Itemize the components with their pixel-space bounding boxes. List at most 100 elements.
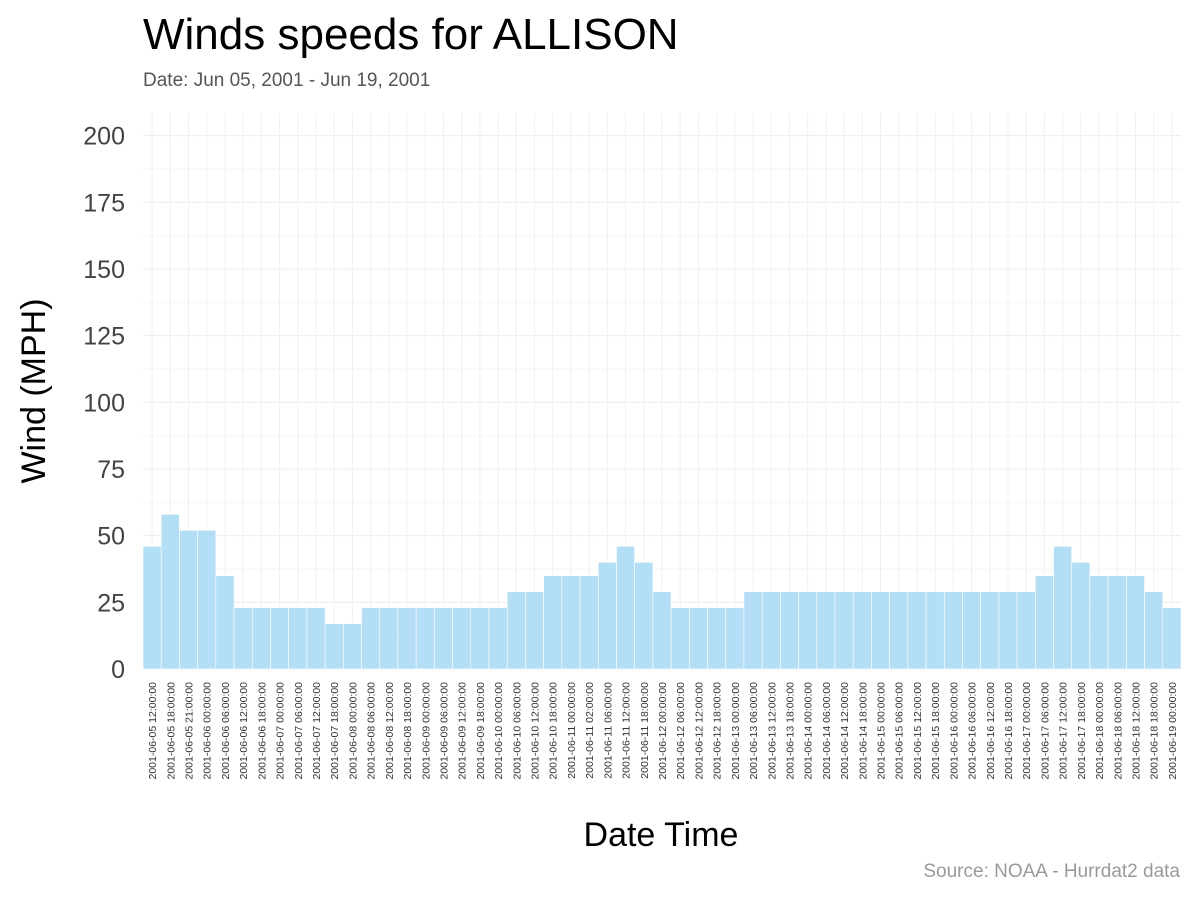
x-tick-label: 2001-06-07 18:00:00 xyxy=(329,682,341,780)
bar xyxy=(525,591,544,670)
bar xyxy=(1144,591,1164,670)
x-tick-label: 2001-06-12 18:00:00 xyxy=(712,682,724,780)
bar-layer xyxy=(142,514,1182,670)
x-tick-label: 2001-06-12 06:00:00 xyxy=(675,682,687,780)
bar xyxy=(798,591,818,670)
x-tick-label: 2001-06-10 00:00:00 xyxy=(493,682,505,780)
bar xyxy=(925,591,945,670)
x-tick-label: 2001-06-11 06:00:00 xyxy=(602,682,614,779)
bar xyxy=(743,591,763,670)
bar xyxy=(980,591,1000,670)
bar xyxy=(597,562,617,670)
x-tick-label: 2001-06-16 18:00:00 xyxy=(1003,682,1015,780)
bar xyxy=(725,607,745,670)
bar xyxy=(1107,575,1127,670)
x-tick-label: 2001-06-09 00:00:00 xyxy=(420,682,432,780)
x-tick-label: 2001-06-09 18:00:00 xyxy=(475,682,487,780)
x-tick-label: 2001-06-17 06:00:00 xyxy=(1039,682,1051,780)
chart-subtitle: Date: Jun 05, 2001 - Jun 19, 2001 xyxy=(143,70,431,91)
x-axis-title: Date Time xyxy=(584,816,739,854)
y-tick-label: 75 xyxy=(97,456,125,484)
y-tick-label: 50 xyxy=(97,523,125,551)
x-tick-label: 2001-06-15 18:00:00 xyxy=(930,682,942,780)
x-tick-label: 2001-06-09 06:00:00 xyxy=(438,682,450,780)
x-tick-label: 2001-06-14 00:00:00 xyxy=(803,682,815,780)
bar xyxy=(434,607,453,670)
bar xyxy=(1089,575,1109,670)
x-tick-label: 2001-06-07 00:00:00 xyxy=(275,682,287,780)
y-tick-label: 100 xyxy=(83,389,125,417)
y-tick-label: 175 xyxy=(83,189,125,217)
x-tick-label: 2001-06-07 12:00:00 xyxy=(311,682,323,780)
x-tick-label: 2001-06-12 12:00:00 xyxy=(693,682,705,780)
bar xyxy=(251,607,271,670)
y-tick-label: 0 xyxy=(111,656,125,684)
x-tick-label: 2001-06-10 18:00:00 xyxy=(548,682,560,780)
bar xyxy=(579,575,599,670)
x-tick-label: 2001-06-05 12:00:00 xyxy=(147,682,159,780)
bar xyxy=(634,562,654,670)
bar xyxy=(506,591,526,670)
bar xyxy=(652,591,672,670)
bar xyxy=(288,607,308,670)
x-tick-label: 2001-06-09 12:00:00 xyxy=(457,682,469,780)
bar xyxy=(233,607,253,670)
bar xyxy=(816,591,836,670)
bar xyxy=(707,607,727,670)
x-tick-label: 2001-06-10 06:00:00 xyxy=(511,682,523,780)
bar xyxy=(343,623,362,670)
x-tick-label: 2001-06-05 21:00:00 xyxy=(184,682,196,780)
x-tick-label: 2001-06-08 00:00:00 xyxy=(347,682,359,780)
bar xyxy=(270,607,289,670)
bar xyxy=(907,591,927,670)
bar xyxy=(998,591,1018,670)
x-tick-label: 2001-06-16 00:00:00 xyxy=(948,682,960,780)
bar xyxy=(488,607,508,670)
y-axis-ticks: 0 25 50 75 100 125 150 175 200 xyxy=(83,123,125,684)
bar xyxy=(179,530,198,670)
bar xyxy=(324,623,344,670)
x-tick-label: 2001-06-06 06:00:00 xyxy=(220,682,232,780)
bar xyxy=(197,530,217,670)
bar xyxy=(834,591,854,670)
bar xyxy=(1035,575,1054,670)
x-tick-label: 2001-06-08 12:00:00 xyxy=(384,682,396,780)
x-axis-ticks: 2001-06-05 12:00:00 2001-06-05 18:00:00 20… xyxy=(147,682,1179,780)
bar xyxy=(361,607,381,670)
bar xyxy=(889,591,909,670)
x-tick-label: 2001-06-10 12:00:00 xyxy=(530,682,542,780)
x-tick-label: 2001-06-18 12:00:00 xyxy=(1130,682,1142,780)
x-tick-label: 2001-06-14 12:00:00 xyxy=(839,682,851,780)
x-tick-label: 2001-06-13 06:00:00 xyxy=(748,682,760,780)
x-tick-label: 2001-06-15 06:00:00 xyxy=(894,682,906,780)
x-tick-label: 2001-06-06 12:00:00 xyxy=(238,682,250,780)
bar xyxy=(415,607,435,670)
bar xyxy=(470,607,490,670)
chart-title: Winds speeds for ALLISON xyxy=(143,10,679,59)
x-tick-label: 2001-06-13 18:00:00 xyxy=(784,682,796,780)
x-tick-label: 2001-06-05 18:00:00 xyxy=(165,682,177,780)
x-tick-label: 2001-06-07 06:00:00 xyxy=(293,682,305,780)
x-tick-label: 2001-06-08 06:00:00 xyxy=(366,682,378,780)
bar xyxy=(1016,591,1036,670)
bar xyxy=(962,591,981,670)
x-tick-label: 2001-06-18 00:00:00 xyxy=(1094,682,1106,780)
y-axis-title: Wind (MPH) xyxy=(15,298,53,483)
bar xyxy=(780,591,799,670)
bar xyxy=(306,607,326,670)
x-tick-label: 2001-06-15 12:00:00 xyxy=(912,682,924,780)
bar xyxy=(670,607,690,670)
bar xyxy=(943,591,963,670)
bar xyxy=(452,607,472,670)
bar xyxy=(160,514,180,670)
bar xyxy=(1053,546,1073,670)
y-tick-label: 25 xyxy=(97,589,125,617)
x-tick-label: 2001-06-19 00:00:00 xyxy=(1167,682,1179,780)
x-tick-label: 2001-06-14 18:00:00 xyxy=(857,682,869,780)
bar xyxy=(215,575,235,670)
x-tick-label: 2001-06-18 06:00:00 xyxy=(1112,682,1124,780)
y-tick-label: 125 xyxy=(83,323,125,351)
x-tick-label: 2001-06-16 06:00:00 xyxy=(967,682,979,780)
bar xyxy=(852,591,872,670)
bar xyxy=(561,575,581,670)
